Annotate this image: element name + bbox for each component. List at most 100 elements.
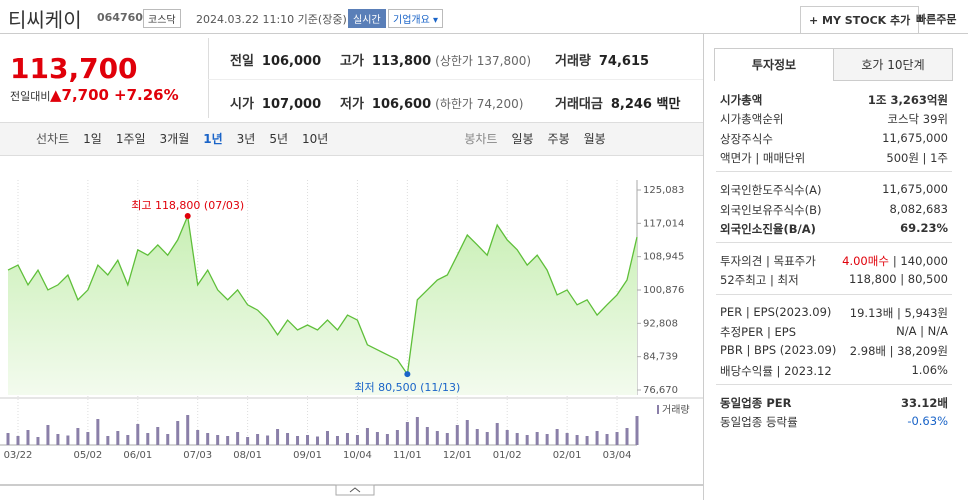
volume-bar bbox=[76, 428, 80, 445]
volume-bar bbox=[335, 436, 339, 445]
volume-bar bbox=[106, 436, 110, 445]
divider bbox=[208, 38, 209, 118]
info-value: 33.12배 bbox=[901, 395, 948, 410]
line bbox=[7, 213, 638, 376]
info-row: 52주최고 | 최저 118,800 | 80,500 bbox=[720, 272, 948, 288]
info-label: 52주최고 | 최저 bbox=[720, 273, 799, 288]
info-tab[interactable]: 호가 10단계 bbox=[833, 48, 953, 81]
tab-label: 봉차트 bbox=[464, 132, 498, 146]
volume-bar bbox=[625, 428, 629, 445]
info-row: 외국인보유주식수(B) 8,082,683 bbox=[720, 202, 948, 218]
volume-bar bbox=[36, 437, 40, 445]
period-tab[interactable]: 5년 bbox=[269, 132, 289, 146]
volume-bar bbox=[126, 435, 130, 445]
x-tick-label: 03/22 bbox=[4, 450, 33, 461]
y-tick-label: 84,739 bbox=[643, 352, 678, 363]
volume-bar bbox=[266, 435, 270, 445]
info-value: 4.00매수 bbox=[842, 254, 889, 269]
info-value: 11,675,000 bbox=[882, 130, 948, 145]
x-tick-label: 02/01 bbox=[553, 450, 582, 461]
period-tab[interactable]: 3년 bbox=[236, 132, 256, 146]
info-label: PER | EPS(2023.09) bbox=[720, 304, 832, 319]
volume-bar bbox=[495, 423, 499, 445]
quote-label: 거래량 bbox=[555, 54, 591, 69]
mystock-button[interactable]: + MY STOCK 추가 bbox=[800, 6, 920, 34]
volume-bar bbox=[425, 427, 429, 445]
info-value-box: N/A | N/A bbox=[896, 324, 948, 338]
volume-bar bbox=[535, 432, 539, 445]
info-row: PER | EPS(2023.09) 19.13배 | 5,943원 bbox=[720, 304, 948, 320]
quote-value: 107,000 bbox=[261, 97, 322, 112]
overview-dropdown[interactable]: 기업개요 ▾ bbox=[388, 9, 444, 28]
volume-bar bbox=[435, 431, 439, 445]
extreme-point bbox=[404, 371, 411, 378]
quote-label: 저가 bbox=[340, 97, 364, 112]
volume-bar bbox=[475, 429, 479, 445]
volume-bar bbox=[345, 433, 349, 445]
collapse-button[interactable] bbox=[335, 484, 375, 496]
volume-bar bbox=[515, 433, 519, 445]
info-value: 118,800 | 80,500 bbox=[849, 272, 948, 287]
candle-tab[interactable]: 일봉 bbox=[511, 132, 534, 146]
volume-bar bbox=[545, 434, 549, 445]
info-value-box: 4.00매수 | 140,000 bbox=[842, 253, 948, 269]
volume-bar bbox=[355, 435, 359, 445]
volume-bar bbox=[385, 434, 389, 445]
info-value: N/A | N/A bbox=[896, 324, 948, 338]
volume-legend: 거래량 bbox=[662, 404, 690, 416]
volume-bar bbox=[6, 433, 10, 445]
quote-label: 시가 bbox=[230, 97, 254, 112]
stock-code: 064760 bbox=[97, 11, 143, 24]
quote-cell: 시가 107,000 bbox=[230, 93, 321, 112]
divider bbox=[208, 79, 703, 80]
x-tick-label: 08/01 bbox=[233, 450, 262, 461]
quote-cell: 저가 106,600 (하한가 74,200) bbox=[340, 93, 523, 112]
quote-value: 74,615 bbox=[598, 54, 650, 69]
info-label: 배당수익률 | 2023.12 bbox=[720, 363, 832, 378]
info-value: 500원 | 1주 bbox=[886, 150, 948, 165]
change: ▲7,700 bbox=[50, 86, 109, 104]
info-label: 외국인한도주식수(A) bbox=[720, 183, 822, 198]
volume-bar bbox=[445, 433, 449, 445]
y-tick-label: 108,945 bbox=[643, 252, 684, 263]
quote-value: 106,600 bbox=[371, 97, 432, 112]
info-value: 11,675,000 bbox=[882, 182, 948, 197]
quote-cell: 거래량 74,615 bbox=[555, 50, 649, 69]
period-tab[interactable]: 1년 bbox=[203, 132, 223, 146]
info-tab[interactable]: 투자정보 bbox=[714, 48, 834, 81]
header-line bbox=[0, 33, 968, 34]
period-tab[interactable]: 3개월 bbox=[159, 132, 190, 146]
info-value-box: 2.98배 | 38,209원 bbox=[850, 343, 948, 359]
info-value: | 140,000 bbox=[892, 254, 948, 269]
volume-bar bbox=[575, 435, 579, 445]
info-row: 배당수익률 | 2023.12 1.06% bbox=[720, 363, 948, 379]
volume-bar bbox=[286, 433, 290, 445]
volume-bar bbox=[485, 432, 489, 445]
quote-value: 8,246 백만 bbox=[610, 97, 681, 112]
candle-tab[interactable]: 주봉 bbox=[547, 132, 570, 146]
change-label: 전일대비 bbox=[10, 90, 51, 103]
info-value: 1.06% bbox=[911, 362, 948, 377]
timestamp: 2024.03.22 11:10 기준(장중) bbox=[196, 13, 347, 26]
separator bbox=[716, 171, 952, 173]
volume-bar bbox=[26, 430, 30, 445]
info-row: 추정PER | EPS N/A | N/A bbox=[720, 324, 948, 340]
volume-bar bbox=[325, 431, 329, 445]
x-tick-label: 03/04 bbox=[603, 450, 632, 461]
quick-order[interactable]: 빠른주문 bbox=[916, 13, 957, 26]
volume-bar bbox=[605, 434, 609, 445]
info-value: -0.63% bbox=[907, 414, 948, 429]
period-tab[interactable]: 1주일 bbox=[115, 132, 146, 146]
info-value-box: 118,800 | 80,500 bbox=[849, 272, 948, 286]
volume-bar bbox=[146, 433, 150, 445]
period-tab[interactable]: 10년 bbox=[302, 132, 329, 146]
separator bbox=[716, 293, 952, 295]
extreme-point bbox=[184, 212, 191, 219]
candle-tab[interactable]: 월봉 bbox=[583, 132, 606, 146]
info-row: 시가총액순위 코스닥 39위 bbox=[720, 111, 948, 127]
x-tick-label: 05/02 bbox=[73, 450, 102, 461]
info-label: 상장주식수 bbox=[720, 131, 773, 146]
period-tab[interactable]: 1일 bbox=[83, 132, 102, 146]
info-row: 동일업종 PER 33.12배 bbox=[720, 395, 948, 411]
